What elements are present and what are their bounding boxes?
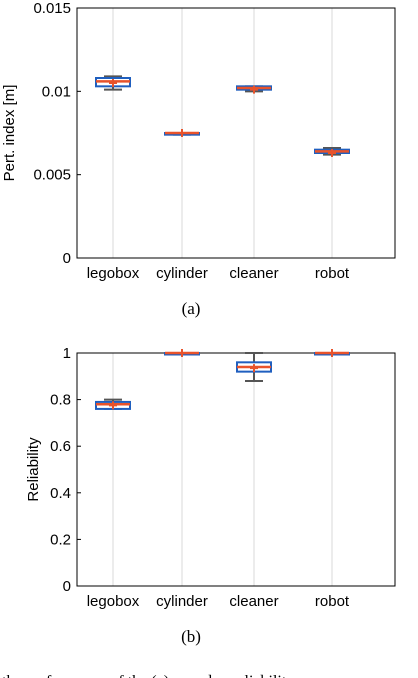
axes-frame: [76, 7, 396, 259]
y-tick-label: 0.01: [42, 83, 71, 100]
y-tick-label: 0.8: [50, 392, 71, 409]
y-tick-label: 1: [63, 345, 71, 362]
mean-marker: [250, 364, 258, 373]
panel-caption: (b): [181, 627, 201, 646]
y-axis-label: Pert. index [m]: [1, 85, 18, 182]
axes-frame: [76, 352, 396, 587]
y-tick-label: 0: [63, 250, 71, 267]
y-tick-label: 0.6: [50, 438, 71, 455]
y-tick-label: 0.2: [50, 531, 71, 548]
y-tick-label: 0.015: [33, 0, 71, 17]
y-tick-label: 0.4: [50, 485, 71, 502]
box-legobox: [95, 398, 131, 410]
mean-marker: [109, 401, 117, 410]
mean-marker: [178, 129, 186, 137]
x-tick-label-cylinder: cylinder: [156, 265, 208, 282]
box-cleaner: [236, 85, 272, 94]
mean-marker: [250, 85, 258, 94]
box-cleaner: [236, 352, 272, 382]
x-tick-label-legobox: legobox: [87, 265, 140, 282]
x-tick-label-cleaner: cleaner: [229, 593, 278, 610]
y-tick-label: 0: [63, 578, 71, 595]
x-tick-label-legobox: legobox: [87, 593, 140, 610]
x-tick-label-robot: robot: [315, 593, 350, 610]
box-robot: [314, 147, 350, 157]
box-legobox: [95, 75, 131, 91]
mean-marker: [328, 149, 336, 157]
box-robot: [314, 349, 350, 357]
box-cylinder: [164, 349, 200, 357]
mean-marker: [328, 349, 336, 357]
x-tick-label-cylinder: cylinder: [156, 593, 208, 610]
footer-caption-text: ...the performance of the (a) ... and ..…: [0, 673, 310, 678]
mean-marker: [109, 79, 117, 87]
mean-marker: [178, 349, 186, 357]
y-tick-label: 0.005: [33, 167, 71, 184]
x-tick-label-cleaner: cleaner: [229, 265, 278, 282]
x-tick-label-robot: robot: [315, 265, 350, 282]
y-axis-label: Reliability: [25, 437, 42, 502]
chart-panel-1: 0 0.2 0.4 0.6 0.8 1 Reliability legobox cylinder…: [25, 345, 396, 646]
chart-panel-0: 0 0.005 0.01 0.015 Pert. index [m] legobox cyl…: [1, 0, 396, 318]
box-cylinder: [164, 129, 200, 137]
panel-caption: (a): [182, 299, 201, 318]
